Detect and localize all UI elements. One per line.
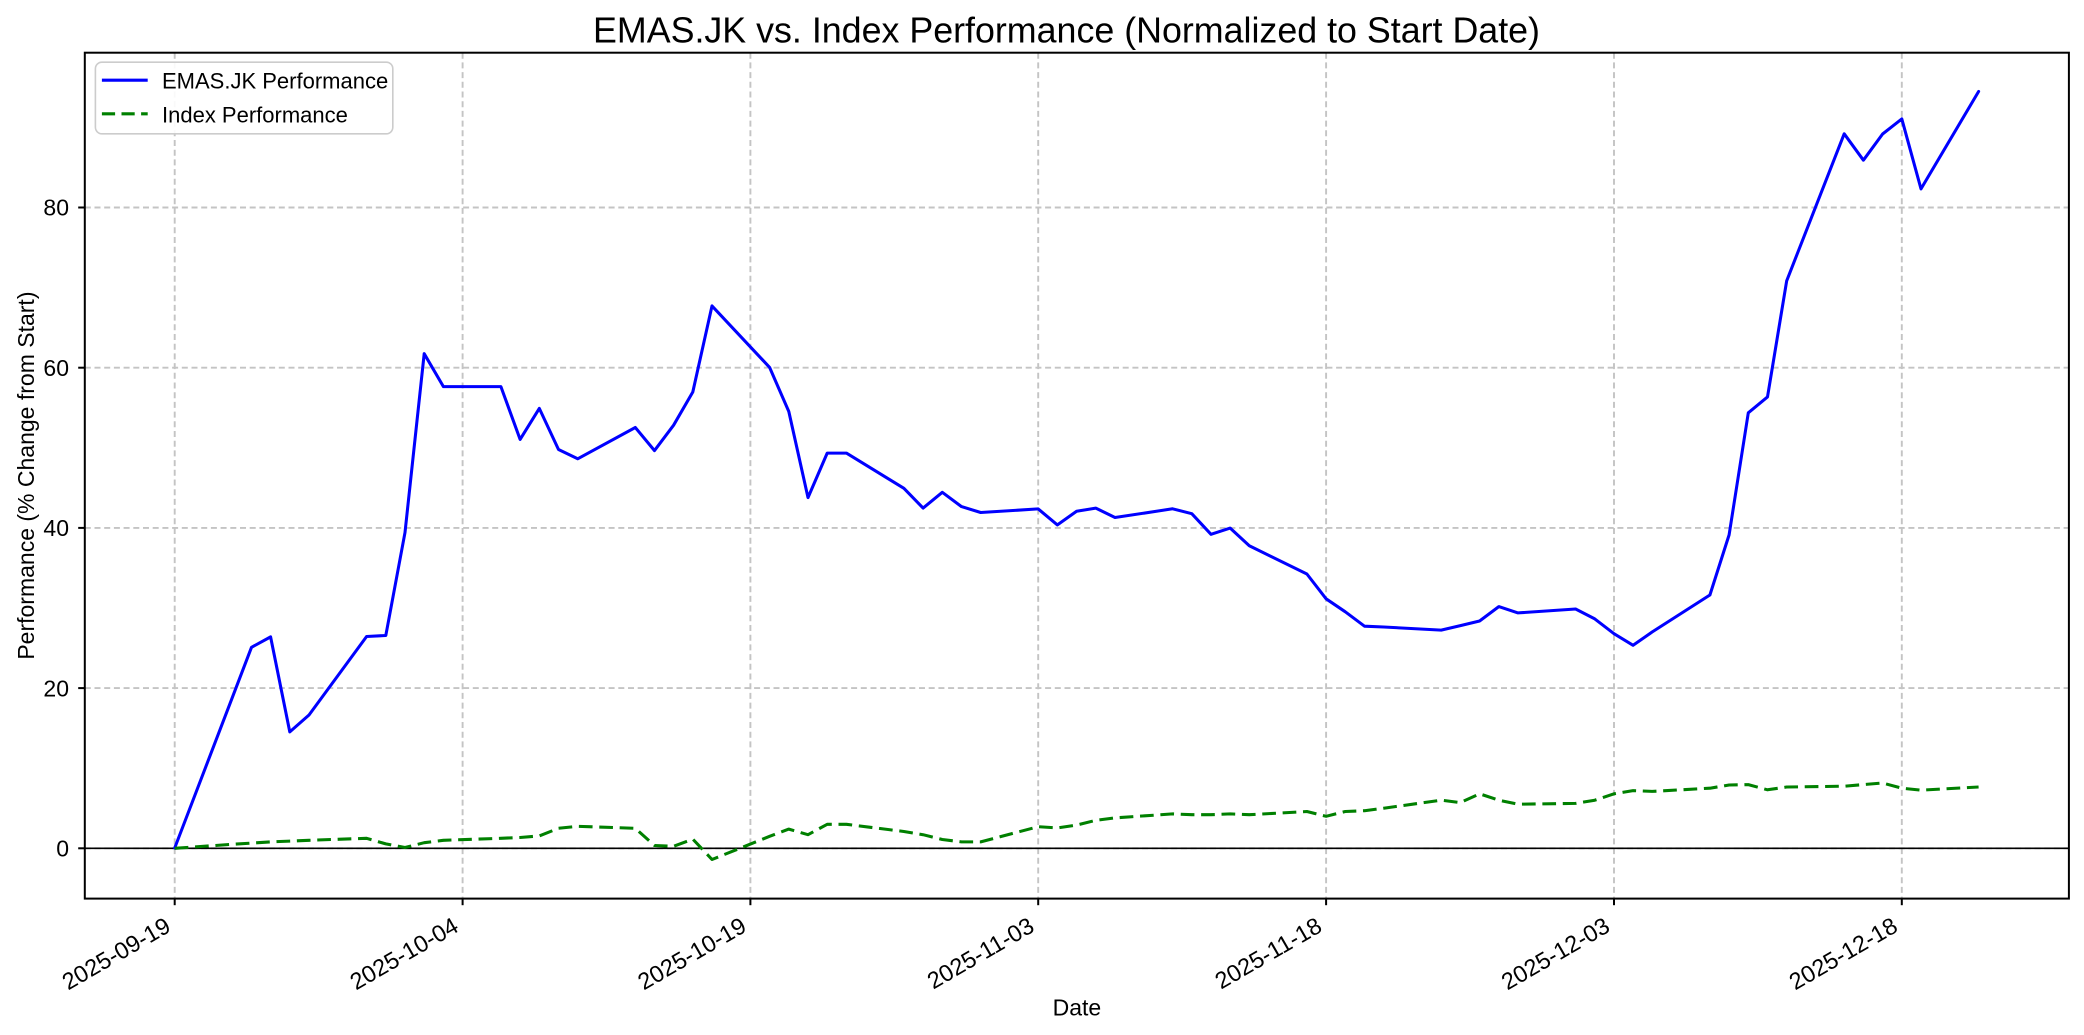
- svg-text:0: 0: [56, 836, 69, 862]
- svg-text:Index Performance: Index Performance: [162, 102, 348, 127]
- svg-text:60: 60: [43, 355, 69, 381]
- svg-text:80: 80: [43, 195, 69, 221]
- svg-text:EMAS.JK vs. Index Performance: EMAS.JK vs. Index Performance (Normalize…: [593, 10, 1540, 50]
- svg-text:EMAS.JK Performance: EMAS.JK Performance: [162, 69, 388, 94]
- svg-text:40: 40: [43, 515, 69, 541]
- svg-text:20: 20: [43, 675, 69, 701]
- svg-text:Performance (% Change from Sta: Performance (% Change from Start): [13, 292, 39, 660]
- svg-text:Date: Date: [1053, 994, 1102, 1020]
